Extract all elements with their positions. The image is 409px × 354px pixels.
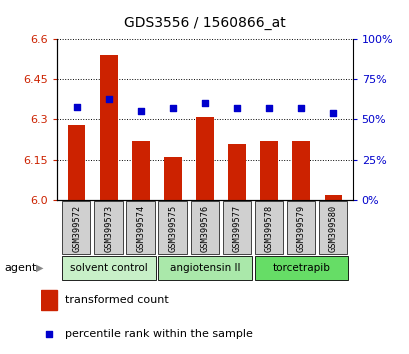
Bar [158,256,252,280]
Text: GDS3556 / 1560866_at: GDS3556 / 1560866_at [124,16,285,30]
Text: percentile rank within the sample: percentile rank within the sample [65,329,253,339]
Bar [67,125,85,200]
Bar [254,201,282,254]
Bar [324,195,342,200]
Point [137,109,144,114]
Point [329,110,336,116]
Bar [100,55,117,200]
Point [169,105,176,111]
Point [297,105,304,111]
Bar [254,256,348,280]
Bar [286,201,314,254]
Text: angiotensin II: angiotensin II [169,263,240,273]
Text: GSM399572: GSM399572 [72,204,81,252]
Text: GSM399578: GSM399578 [264,204,273,252]
Text: GSM399574: GSM399574 [136,204,145,252]
Point [233,105,240,111]
Text: GSM399573: GSM399573 [104,204,113,252]
Point [201,101,208,106]
Point [73,104,80,109]
Bar [62,256,155,280]
Point [105,96,112,101]
Bar [228,144,245,200]
Text: transformed count: transformed count [65,295,169,305]
Bar [164,157,181,200]
Text: GSM399575: GSM399575 [168,204,177,252]
Bar [62,201,90,254]
Bar [292,141,309,200]
Text: GSM399576: GSM399576 [200,204,209,252]
Bar [126,201,154,254]
Point [45,331,52,337]
Bar [190,201,218,254]
Text: agent: agent [4,263,36,273]
Bar [41,290,56,310]
Text: solvent control: solvent control [70,263,147,273]
Text: torcetrapib: torcetrapib [272,263,329,273]
Bar [222,201,250,254]
Bar [94,201,122,254]
Bar [158,201,186,254]
Text: GSM399579: GSM399579 [296,204,305,252]
Bar [260,141,277,200]
Text: GSM399577: GSM399577 [232,204,241,252]
Text: ▶: ▶ [36,263,43,273]
Bar [132,141,149,200]
Bar [196,117,213,200]
Text: GSM399580: GSM399580 [328,204,337,252]
Point [265,105,272,111]
Bar [318,201,346,254]
